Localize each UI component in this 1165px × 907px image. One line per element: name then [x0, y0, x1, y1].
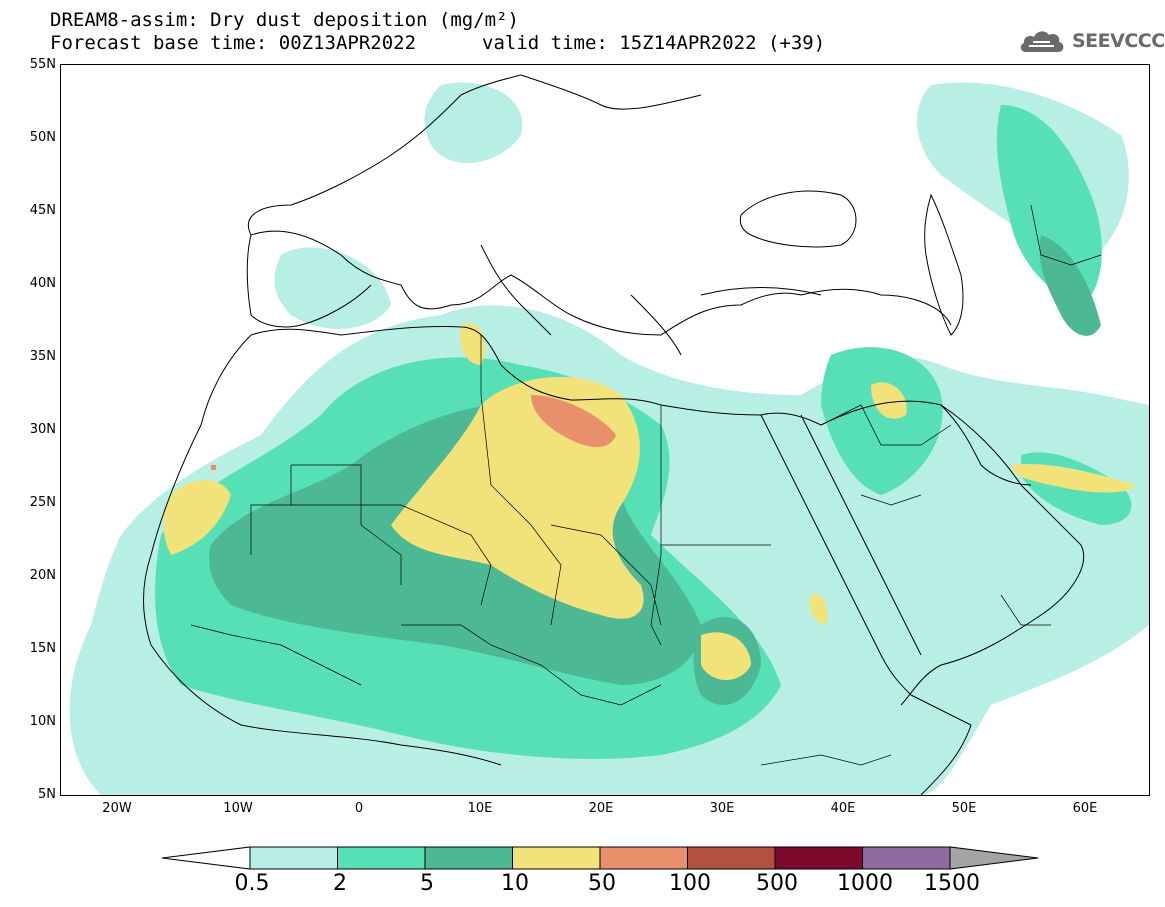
legend-label: 1500 — [924, 871, 980, 896]
lat-label: 20N — [29, 568, 56, 583]
lon-label: 60E — [1072, 801, 1098, 816]
dust-field-very-high — [211, 395, 616, 470]
legend-cell — [862, 846, 951, 870]
lat-label: 50N — [29, 130, 56, 145]
lat-label: 25N — [29, 495, 56, 510]
lat-label: 40N — [29, 276, 56, 291]
legend-label: 2 — [333, 871, 347, 896]
lon-label: 0 — [354, 801, 364, 816]
legend-label: 50 — [588, 871, 616, 896]
lat-label: 55N — [29, 57, 56, 72]
legend-colorbar — [161, 846, 1039, 870]
legend-label: 5 — [420, 871, 434, 896]
lon-label: 10E — [467, 801, 493, 816]
map-title: DREAM8-assim: Dry dust deposition (mg/m²… — [50, 9, 519, 31]
lon-label: 50E — [951, 801, 977, 816]
lon-label: 20E — [588, 801, 614, 816]
legend-label: 0.5 — [234, 871, 270, 896]
lon-label: 20W — [102, 801, 132, 816]
lon-label: 10W — [223, 801, 253, 816]
valid-time: valid time: 15Z14APR2022 (+39) — [482, 32, 826, 54]
cloud-icon — [1020, 31, 1064, 52]
legend-label: 1000 — [837, 871, 893, 896]
legend-cell — [512, 846, 601, 870]
lat-label: 45N — [29, 203, 56, 218]
dust-deposition-map — [60, 64, 1150, 796]
legend-label: 500 — [756, 871, 798, 896]
lat-label: 15N — [29, 641, 56, 656]
lat-label: 5N — [38, 787, 56, 802]
legend-arrow-low — [161, 846, 251, 870]
legend-cell — [599, 846, 688, 870]
legend-cell — [424, 846, 513, 870]
logo-text: SEEVCCC — [1072, 30, 1165, 52]
forecast-base-time: Forecast base time: 00Z13APR2022 — [50, 32, 417, 54]
legend-cell — [687, 846, 776, 870]
country-borders — [190, 204, 1102, 766]
lat-label: 30N — [29, 422, 56, 437]
legend-cell — [337, 846, 426, 870]
seevccc-logo: SEEVCCC — [1018, 27, 1165, 55]
lon-label: 40E — [830, 801, 856, 816]
lat-label: 10N — [29, 714, 56, 729]
lon-label: 30E — [709, 801, 735, 816]
coastlines — [143, 74, 1085, 795]
legend-cell — [774, 846, 863, 870]
legend-label: 100 — [669, 871, 711, 896]
map-canvas — [69, 74, 1149, 795]
legend-cell — [249, 846, 338, 870]
legend-arrow-high — [949, 846, 1039, 870]
lat-label: 35N — [29, 349, 56, 364]
legend-label: 10 — [501, 871, 529, 896]
